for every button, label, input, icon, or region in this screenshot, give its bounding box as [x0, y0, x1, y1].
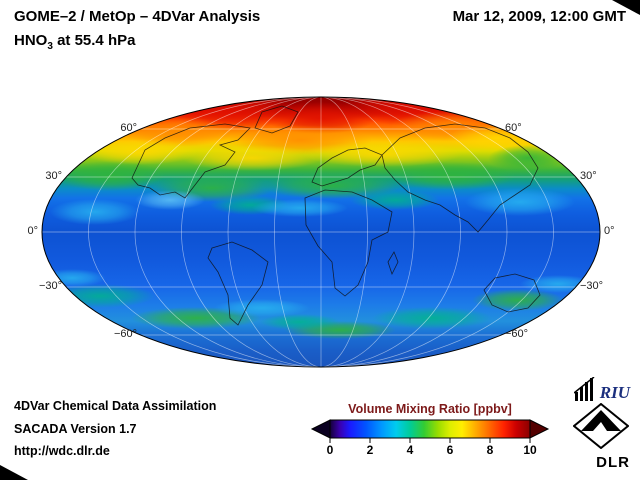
colorbar-tick-0: 0	[326, 443, 334, 457]
colorbar-gradient-bar	[329, 419, 531, 439]
colorbar-left-arrow	[310, 419, 331, 439]
dlr-logo: DLR	[570, 402, 632, 471]
lat-label-right-0: 0°	[604, 225, 615, 237]
lat-label-left-60: 60°	[120, 122, 137, 134]
map-outline	[41, 96, 601, 368]
coastlines	[131, 105, 541, 326]
colorbar-ticks	[329, 438, 531, 443]
colorbar	[310, 419, 550, 443]
date-label: Mar 12, 2009, 12:00 GMT	[452, 8, 626, 25]
colorbar-title: Volume Mixing Ratio [ppbv]	[348, 402, 512, 416]
lat-label-left-0: 0°	[27, 225, 38, 237]
riu-logo-text: RIU	[599, 383, 630, 402]
footer-line-url: http://wdc.dlr.de	[14, 444, 110, 458]
colorbar-tick-10: 10	[523, 443, 537, 457]
colorbar-tick-2: 2	[366, 443, 374, 457]
lat-label-right-m60: −60°	[505, 328, 529, 340]
map-data-field	[42, 97, 600, 367]
riu-logo-bars-icon	[573, 377, 595, 401]
lat-label-right-60: 60°	[505, 122, 522, 134]
lat-label-right-m30: −30°	[580, 280, 604, 292]
lat-label-left-30: 30°	[45, 170, 62, 182]
corner-mark-bottom-left	[0, 465, 28, 480]
pressure-level-label: at 55.4 hPa	[52, 32, 136, 49]
lat-label-left-m30: −30°	[38, 280, 62, 292]
dlr-logo-icon	[572, 402, 630, 450]
riu-logo: RIU	[573, 377, 630, 402]
footer-line-version: SACADA Version 1.7	[14, 422, 137, 436]
graticule	[42, 97, 600, 367]
colorbar-tick-6: 6	[446, 443, 454, 457]
page-title: GOME–2 / MetOp – 4DVar Analysis	[14, 8, 261, 25]
compound-label: HNO	[14, 32, 48, 49]
lat-label-left-m60: −60°	[113, 328, 137, 340]
compound-subscript: 3	[47, 41, 53, 52]
dlr-logo-text: DLR	[596, 454, 630, 471]
footer-line-assimilation: 4DVar Chemical Data Assimilation	[14, 399, 217, 413]
lat-label-right-30: 30°	[580, 170, 597, 182]
colorbar-right-arrow	[529, 419, 550, 439]
corner-mark-top-right	[612, 0, 640, 15]
colorbar-tick-8: 8	[486, 443, 494, 457]
page-subtitle: HNO3 at 55.4 hPa	[14, 32, 135, 52]
colorbar-tick-4: 4	[406, 443, 414, 457]
